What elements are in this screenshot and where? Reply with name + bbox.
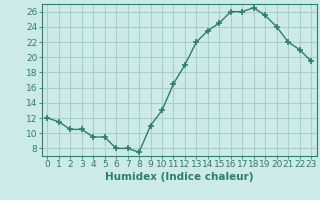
X-axis label: Humidex (Indice chaleur): Humidex (Indice chaleur) (105, 172, 253, 182)
